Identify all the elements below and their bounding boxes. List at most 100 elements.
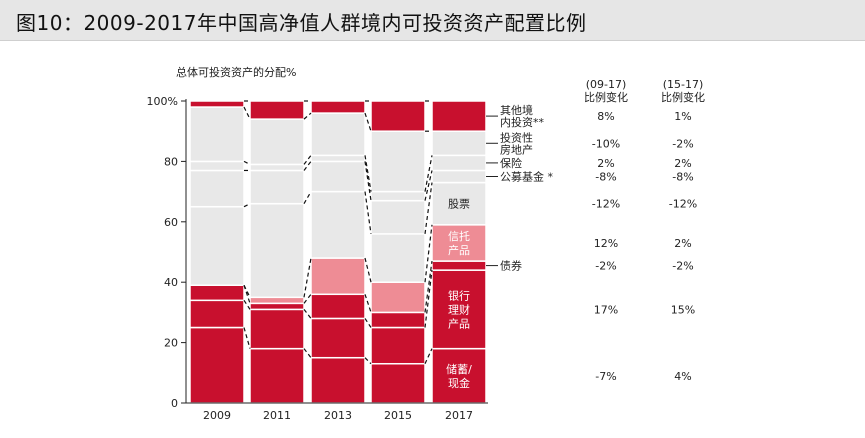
bar-segment — [310, 356, 366, 404]
bar-segment — [370, 199, 426, 235]
connector-line — [303, 257, 312, 298]
stacked-bar-chart: 0 20 40 60 80 100% 2009 2011 2013 2015 2017 储蓄/现金 银行… — [147, 95, 698, 422]
bar-segment — [249, 302, 305, 311]
bar-segment — [249, 118, 305, 166]
change-09-17-value: -8% — [595, 171, 616, 184]
connector-line — [424, 170, 433, 201]
connector-line — [303, 293, 312, 304]
bar-segment — [370, 326, 426, 365]
connector-line — [303, 348, 312, 359]
in-bar-label: 股票 — [448, 198, 470, 211]
connector-line — [424, 260, 433, 313]
column-header-label: 比例变化 — [584, 91, 628, 104]
bar-segment — [370, 130, 426, 193]
bar-segment — [370, 233, 426, 283]
connector-line — [424, 182, 433, 234]
change-15-17-value: 1% — [674, 110, 691, 123]
bar-segment — [310, 160, 366, 193]
bar-segment — [431, 100, 487, 132]
legend-label: 内投资** — [500, 115, 544, 129]
legend-label: 保险 — [500, 156, 522, 170]
bar-segment — [189, 169, 245, 208]
bar-segment — [189, 106, 245, 163]
connector-line — [303, 112, 312, 120]
chart-subtitle: 总体可投资资产的分配% — [176, 66, 297, 79]
bar-segment — [189, 100, 245, 108]
title-bar: 图10：2009-2017年中国高净值人群境内可投资资产配置比例 — [0, 0, 865, 41]
in-bar-label: 银行 — [448, 288, 470, 302]
column-header-09-17: (09-17) 比例变化 — [566, 78, 646, 104]
change-15-17-value: 2% — [674, 237, 691, 250]
bar-segment — [310, 190, 366, 259]
y-tick-label: 80 — [164, 155, 178, 168]
change-09-17-value: -10% — [592, 137, 620, 150]
y-tick-label: 20 — [164, 337, 178, 350]
connector-line — [243, 106, 251, 120]
bar-segment — [431, 130, 487, 157]
chart-title: 图10：2009-2017年中国高净值人群境内可投资资产配置比例 — [16, 11, 587, 35]
bar-segment — [370, 281, 426, 314]
bar-segment — [310, 154, 366, 163]
bar-segment — [249, 100, 305, 120]
connector-line — [243, 203, 251, 208]
change-09-17-value: 8% — [597, 110, 614, 123]
connector-line — [364, 191, 372, 234]
bar-segment — [370, 100, 426, 132]
column-header-period: (15-17) — [662, 78, 704, 91]
bar-segment — [431, 224, 487, 262]
change-15-17-value: 2% — [674, 157, 691, 170]
bar-segment — [370, 362, 426, 404]
bar-segment — [431, 260, 487, 271]
bar-segment — [249, 308, 305, 350]
bar-segment — [189, 326, 245, 404]
connector-line — [424, 155, 433, 192]
connector-line — [364, 155, 372, 192]
x-tick-label: 2015 — [384, 409, 412, 422]
x-tick-label: 2009 — [203, 409, 231, 422]
change-15-17-value: -2% — [672, 137, 693, 150]
bar-segment — [431, 154, 487, 172]
legend-label: 房地产 — [500, 142, 533, 156]
change-15-17-value: 4% — [674, 370, 691, 383]
in-bar-label: 现金 — [448, 376, 470, 390]
change-09-17-value: 12% — [594, 237, 618, 250]
bar-segment — [370, 190, 426, 202]
change-09-17-value: 17% — [594, 303, 618, 316]
bar-segment — [431, 169, 487, 184]
connector-line — [424, 270, 433, 328]
y-tick-label: 100% — [147, 95, 178, 108]
change-15-17-value: -12% — [669, 198, 697, 211]
connector-line — [243, 327, 251, 349]
connector-line — [303, 191, 312, 204]
bar-segment — [189, 160, 245, 172]
connector-line — [243, 284, 251, 298]
in-bar-label: 信托 — [448, 229, 470, 243]
connector-line — [424, 224, 433, 283]
bar-segment — [310, 257, 366, 296]
connector-line — [303, 309, 312, 319]
bar-segment — [189, 299, 245, 329]
bar-segment — [310, 293, 366, 320]
change-09-17-value: -7% — [595, 370, 616, 383]
legend-label: 投资性 — [500, 130, 533, 144]
change-15-17-value: -2% — [672, 260, 693, 273]
column-header-label: 比例变化 — [661, 91, 705, 104]
connector-line — [303, 154, 312, 165]
bar-segment — [310, 112, 366, 157]
bar-segment — [189, 205, 245, 286]
bar-segment — [189, 284, 245, 302]
change-15-17-value: 15% — [671, 303, 695, 316]
legend-label: 债券 — [500, 259, 522, 273]
connector-line — [364, 294, 372, 313]
in-bar-label: 理财 — [448, 302, 470, 316]
x-tick-label: 2017 — [445, 409, 473, 422]
in-bar-label: 储蓄/ — [446, 362, 472, 376]
bar-segment — [249, 169, 305, 205]
y-tick-label: 60 — [164, 216, 178, 229]
bar-segment — [249, 347, 305, 404]
bar-segment — [249, 296, 305, 305]
column-header-15-17: (15-17) 比例变化 — [643, 78, 723, 104]
y-tick-label: 40 — [164, 276, 178, 289]
column-header-period: (09-17) — [585, 78, 627, 91]
change-09-17-value: -12% — [592, 198, 620, 211]
